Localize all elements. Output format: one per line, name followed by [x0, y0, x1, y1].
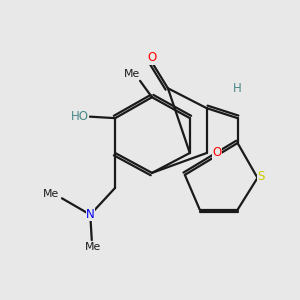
Text: S: S — [257, 170, 264, 183]
Text: Me: Me — [43, 189, 60, 199]
Text: Me: Me — [85, 242, 101, 252]
Text: O: O — [213, 146, 222, 160]
Text: Me: Me — [124, 69, 140, 79]
Text: HO: HO — [71, 110, 89, 123]
Text: H: H — [233, 82, 242, 95]
Text: N: N — [86, 208, 95, 221]
Text: O: O — [147, 51, 157, 64]
